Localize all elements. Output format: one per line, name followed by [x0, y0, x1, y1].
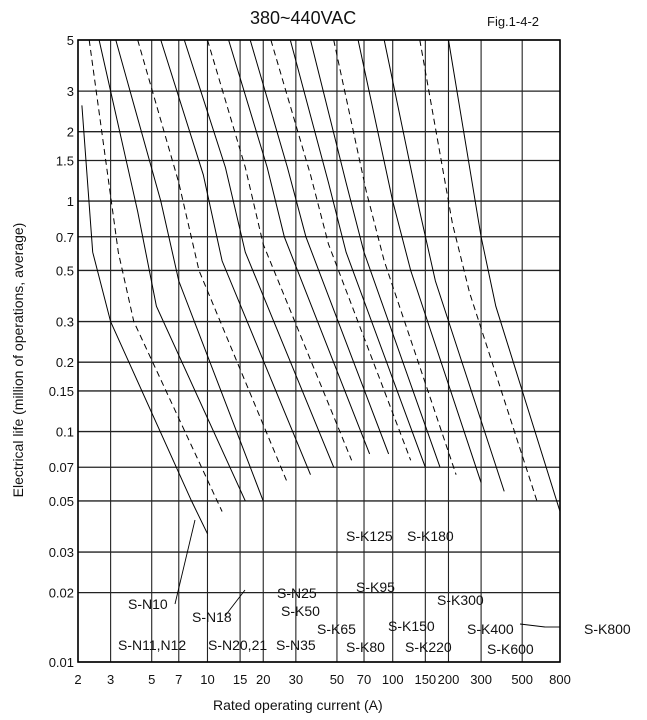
x-tick-label: 300 [470, 672, 492, 687]
series-label: S-K400 [467, 621, 514, 637]
series-label: S-K150 [388, 618, 435, 634]
x-tick-label: 7 [175, 672, 182, 687]
grid-layer [77, 39, 561, 663]
series-line [310, 39, 441, 468]
y-tick-label: 2 [67, 125, 74, 140]
y-tick-label: 5 [67, 33, 74, 48]
x-tick-label: 800 [549, 672, 571, 687]
y-tick-label: 0.3 [56, 315, 74, 330]
y-tick-label: 0.05 [49, 494, 74, 509]
ticks-layer: 2 3 5 7 10 15 20 30 50 70 100 150 200 300 500 8000.010.… [49, 33, 571, 687]
series-label: S-N10 [128, 596, 168, 612]
x-tick-label: 70 [357, 672, 371, 687]
series-label: S-K600 [487, 641, 534, 657]
series-label: S-K300 [437, 592, 484, 608]
y-tick-label: 0.5 [56, 263, 74, 278]
series-line [448, 39, 561, 512]
series-line [419, 39, 538, 502]
series-label: S-N18 [192, 609, 232, 625]
series-line [160, 39, 311, 475]
x-tick-label: 100 [382, 672, 404, 687]
series-line [228, 39, 371, 455]
series-line [357, 39, 482, 483]
series-line [249, 39, 390, 455]
x-tick-label: 50 [330, 672, 344, 687]
series-line [270, 39, 412, 461]
series-label: S-N11,N12 [118, 637, 186, 653]
y-tick-label: 1.5 [56, 154, 74, 169]
series-line [88, 39, 223, 512]
series-line [98, 39, 246, 502]
series-line [81, 105, 208, 535]
figure-reference: Fig.1-4-2 [487, 14, 540, 29]
y-axis-label: Electrical life (million of operations, … [10, 222, 26, 498]
y-tick-label: 0.7 [56, 230, 74, 245]
series-label: S-N20,21 [208, 637, 267, 653]
series-label: S-N25 [277, 585, 317, 601]
series-layer [81, 39, 561, 535]
y-tick-label: 0.1 [56, 425, 74, 440]
x-tick-label: 200 [438, 672, 460, 687]
y-tick-label: 0.03 [49, 545, 74, 560]
series-label: S-K220 [405, 639, 452, 655]
x-tick-label: 500 [511, 672, 533, 687]
series-line [115, 39, 264, 502]
x-tick-label: 10 [200, 672, 214, 687]
x-tick-label: 30 [289, 672, 303, 687]
series-labels-layer: S-N10S-N11,N12S-N18S-N20,21S-N25S-N35S-K… [118, 519, 631, 657]
series-label: S-K800 [584, 621, 631, 637]
series-line [383, 39, 505, 492]
series-label: S-K95 [356, 579, 395, 595]
x-tick-label: 2 [74, 672, 81, 687]
series-line [207, 39, 353, 461]
y-tick-label: 0.2 [56, 355, 74, 370]
y-tick-label: 0.01 [49, 655, 74, 670]
series-label: S-K180 [407, 528, 454, 544]
series-label: S-N35 [276, 637, 316, 653]
leader-line [174, 519, 196, 605]
chart-title: 380~440VAC [250, 8, 357, 28]
x-tick-label: 3 [107, 672, 114, 687]
series-line [289, 39, 426, 468]
series-label: S-K50 [281, 603, 320, 619]
series-label: S-K80 [346, 639, 385, 655]
plot-frame [77, 39, 561, 663]
series-line [183, 39, 335, 468]
leader-line [224, 589, 246, 617]
x-tick-label: 150 [414, 672, 436, 687]
y-tick-label: 1 [67, 194, 74, 209]
series-label: S-K65 [317, 621, 356, 637]
series-line [333, 39, 457, 475]
x-tick-label: 5 [148, 672, 155, 687]
x-axis-label: Rated operating current (A) [213, 697, 383, 713]
y-tick-label: 0.02 [49, 586, 74, 601]
x-tick-label: 15 [233, 672, 247, 687]
y-tick-label: 0.15 [49, 384, 74, 399]
y-tick-label: 0.07 [49, 460, 74, 475]
series-line [137, 39, 288, 483]
series-label: S-K125 [346, 528, 393, 544]
leader-line [519, 623, 546, 628]
y-tick-label: 3 [67, 84, 74, 99]
x-tick-label: 20 [256, 672, 270, 687]
